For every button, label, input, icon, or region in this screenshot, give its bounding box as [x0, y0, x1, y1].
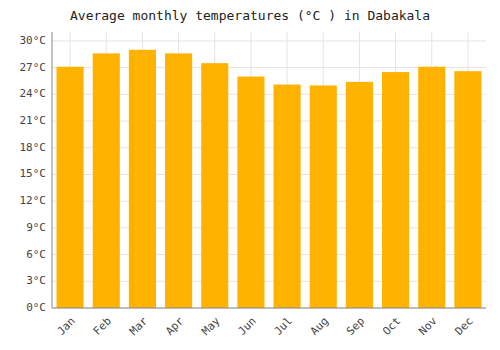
- chart: Average monthly temperatures (°C ) in Da…: [0, 0, 500, 350]
- x-tick-label: Sep: [344, 315, 367, 338]
- bar: [310, 85, 337, 308]
- x-tick-label: Oct: [380, 315, 403, 338]
- y-tick-label: 0°C: [26, 301, 46, 314]
- bar: [201, 63, 228, 308]
- x-tick-label: Apr: [163, 314, 187, 338]
- bar: [346, 82, 373, 308]
- y-grid-line: [52, 308, 486, 309]
- x-tick-label: Feb: [91, 315, 114, 338]
- x-axis-line: [52, 308, 486, 309]
- y-tick-label: 21°C: [20, 114, 47, 127]
- y-tick-label: 3°C: [26, 274, 46, 287]
- y-tick-label: 6°C: [26, 248, 46, 261]
- bar: [93, 53, 120, 308]
- bar: [57, 67, 84, 308]
- bar: [129, 50, 156, 308]
- x-tick-label: May: [199, 314, 223, 338]
- bar: [454, 71, 481, 308]
- x-tick-label: Mar: [127, 314, 151, 338]
- y-tick-label: 30°C: [20, 34, 47, 47]
- bar: [418, 67, 445, 308]
- x-tick-label: Dec: [452, 315, 475, 338]
- y-grid-line: [52, 40, 486, 41]
- bar: [382, 72, 409, 308]
- x-tick-label: Jan: [55, 315, 78, 338]
- bar: [237, 77, 264, 308]
- bar: [165, 53, 192, 308]
- bar: [274, 85, 301, 308]
- x-tick-label: Jun: [235, 315, 258, 338]
- y-tick-label: 24°C: [20, 87, 47, 100]
- y-tick-label: 18°C: [20, 141, 47, 154]
- y-tick-label: 12°C: [20, 194, 47, 207]
- bars: [57, 50, 482, 308]
- y-tick-label: 15°C: [20, 167, 47, 180]
- title: Average monthly temperatures (°C ) in Da…: [70, 8, 430, 23]
- y-axis-line: [52, 32, 53, 308]
- x-tick-label: Nov: [416, 314, 440, 338]
- grid: [52, 32, 486, 308]
- y-tick-label: 27°C: [20, 61, 47, 74]
- x-tick-label: Jul: [272, 315, 295, 338]
- y-tick-label: 9°C: [26, 221, 46, 234]
- x-tick-label: Aug: [308, 315, 331, 338]
